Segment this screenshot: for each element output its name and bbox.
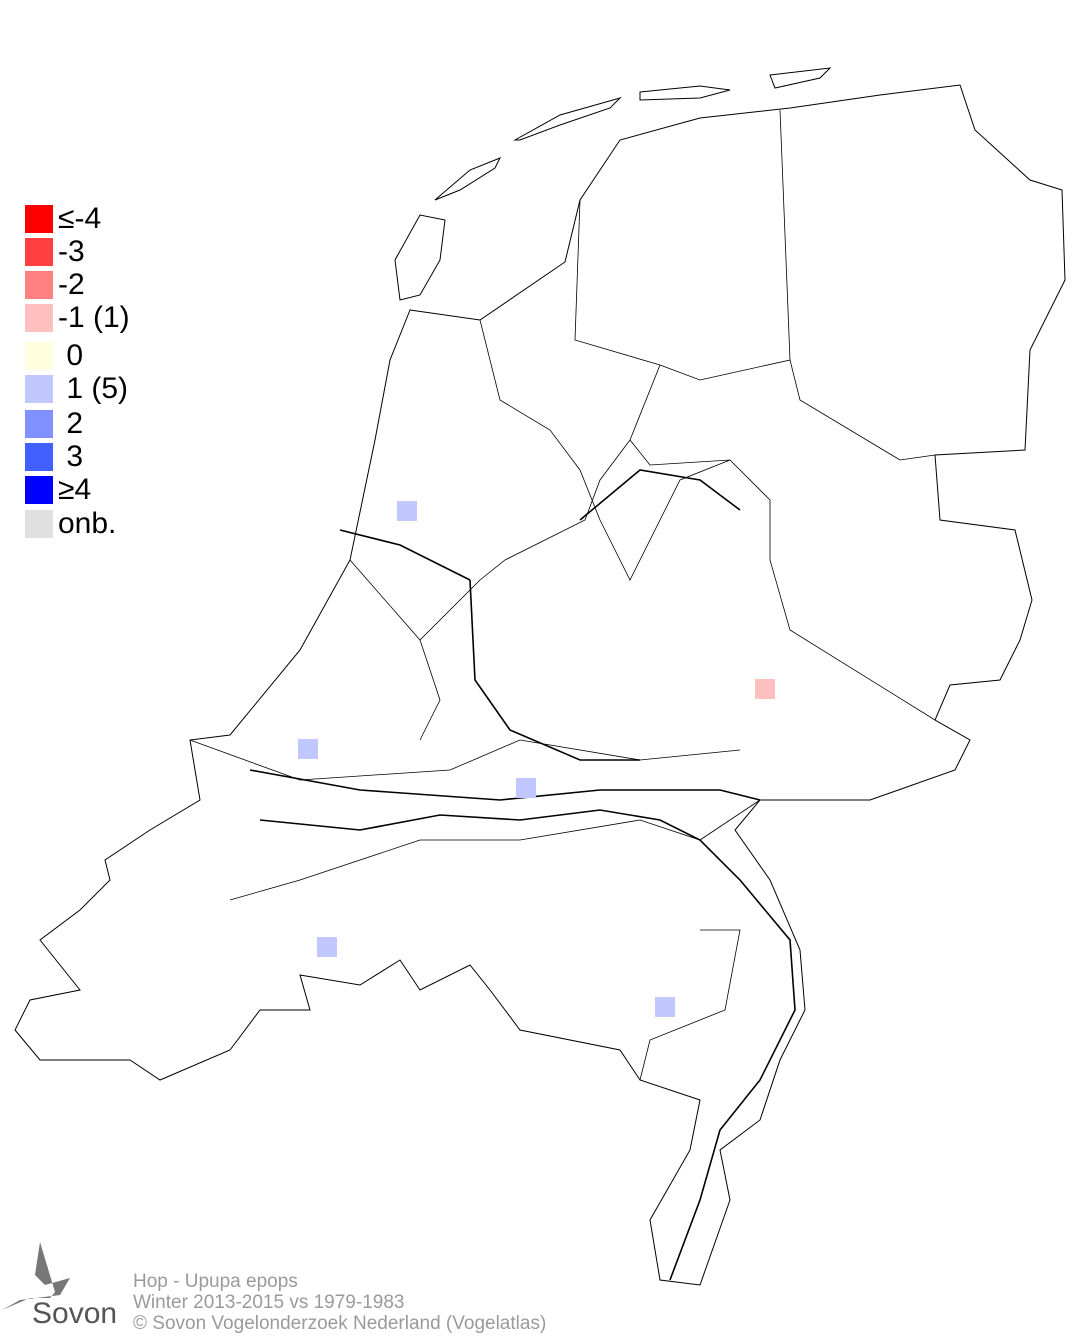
legend-item: 3 [25,440,84,473]
period: Winter 2013-2015 vs 1979-1983 [133,1292,405,1313]
legend-swatch [25,304,53,332]
sovon-logo-text: Sovon [32,1297,118,1330]
legend-swatch [25,375,53,403]
island-vlieland [434,157,502,201]
legend-item: -2 [25,268,85,301]
legend-label: ≥4 [58,473,92,506]
legend-label: -3 [58,235,85,268]
legend-item: ≤-4 [25,202,102,235]
grid-cell [755,679,775,699]
legend-swatch [25,410,53,438]
legend-label: -2 [58,268,85,301]
legend-swatch [25,443,53,471]
grid-cell [317,937,337,957]
grid-cell [298,739,318,759]
legend-swatch [25,271,53,299]
legend-label: -1 (1) [58,301,130,334]
province-borders [189,109,936,1081]
legend-label: 3 [58,440,84,473]
legend-item: -1 (1) [25,301,130,334]
copyright: © Sovon Vogelonderzoek Nederland (Vogela… [133,1313,547,1334]
sovon-swallow-logo [2,1242,70,1310]
grid-cell [397,501,417,521]
island-schiermonnikoog [769,67,832,89]
legend-item: ≥4 [25,473,92,506]
legend-item: onb. [25,507,117,540]
island-terschelling [513,96,622,141]
legend-item: 1 (5) [25,372,129,405]
legend-item: -3 [25,235,85,268]
legend-label: onb. [58,507,117,540]
map-caption: Hop - Upupa epops Winter 2013-2015 vs 19… [133,1271,546,1334]
legend-label: ≤-4 [58,202,102,235]
species-name: Hop - Upupa epops [133,1271,298,1292]
legend-label: 2 [58,407,84,440]
legend-swatch [25,238,53,266]
legend-label: 0 [58,339,84,372]
legend-swatch [25,476,53,504]
legend-swatch [25,510,53,538]
grid-cell [516,778,536,798]
legend-item: 2 [25,407,84,440]
island-ameland [639,85,731,101]
island-texel [394,214,446,301]
legend-label: 1 (5) [58,372,129,405]
rivers [249,469,796,1281]
legend-swatch [25,205,53,233]
grid-cells [298,501,775,1017]
country-outline [14,84,1066,1286]
legend-item: 0 [25,339,84,372]
grid-cell [655,997,675,1017]
legend-swatch [25,342,53,370]
